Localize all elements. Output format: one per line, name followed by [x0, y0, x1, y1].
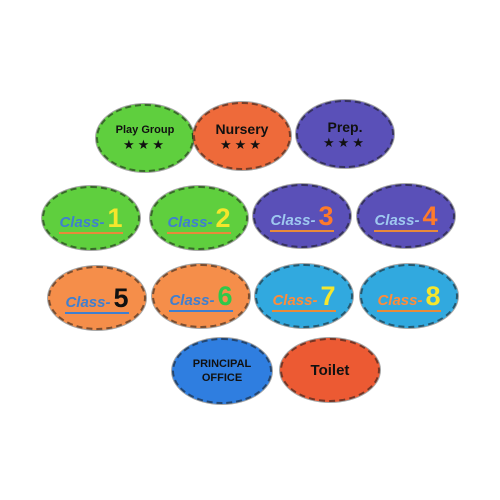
nursery-sign: Nursery ★★★: [193, 102, 291, 170]
class-2-number: 2: [215, 203, 231, 233]
class-6-line: Class- 6: [169, 281, 233, 312]
principal-office-label: PRINCIPAL OFFICE: [193, 357, 251, 386]
class-8-number: 8: [425, 281, 441, 311]
class-4-sign: Class- 4: [357, 184, 455, 248]
toilet-sign: Toilet: [280, 338, 380, 402]
nursery-label: Nursery: [215, 120, 269, 137]
class-6-word: Class-: [169, 292, 215, 309]
prep-sign: Prep. ★★★: [296, 100, 394, 168]
class-4-number: 4: [422, 201, 438, 231]
class-5-line: Class- 5: [65, 283, 129, 314]
class-6-sign: Class- 6: [152, 264, 250, 328]
class-1-number: 1: [107, 203, 123, 233]
play-group-stars: ★★★: [123, 137, 167, 152]
class-4-word: Class-: [374, 212, 420, 229]
principal-line: PRINCIPAL: [192, 357, 252, 370]
class-7-word: Class-: [272, 292, 318, 309]
class-8-line: Class- 8: [377, 281, 441, 312]
class-3-sign: Class- 3: [253, 184, 351, 248]
class-5-sign: Class- 5: [48, 266, 146, 330]
play-group-sign: Play Group ★★★: [96, 104, 194, 172]
prep-label: Prep.: [327, 118, 363, 135]
class-1-word: Class-: [59, 214, 105, 231]
class-8-word: Class-: [377, 292, 423, 309]
class-7-sign: Class- 7: [255, 264, 353, 328]
play-group-label: Play Group: [115, 124, 175, 136]
class-4-line: Class- 4: [374, 201, 438, 232]
class-1-line: Class- 1: [59, 203, 123, 234]
class-2-sign: Class- 2: [150, 186, 248, 250]
class-6-number: 6: [217, 281, 233, 311]
class-2-line: Class- 2: [167, 203, 231, 234]
class-8-sign: Class- 8: [360, 264, 458, 328]
class-5-word: Class-: [65, 294, 111, 311]
class-1-sign: Class- 1: [42, 186, 140, 250]
class-7-number: 7: [320, 281, 336, 311]
class-2-word: Class-: [167, 214, 213, 231]
class-3-number: 3: [318, 201, 334, 231]
class-7-line: Class- 7: [272, 281, 336, 312]
toilet-label: Toilet: [310, 361, 350, 379]
nursery-stars: ★★★: [220, 136, 264, 152]
office-line: OFFICE: [201, 372, 243, 384]
principal-office-sign: PRINCIPAL OFFICE: [172, 338, 272, 404]
prep-stars: ★★★: [323, 134, 367, 150]
class-5-number: 5: [113, 283, 129, 313]
class-3-word: Class-: [270, 212, 316, 229]
class-3-line: Class- 3: [270, 201, 334, 232]
